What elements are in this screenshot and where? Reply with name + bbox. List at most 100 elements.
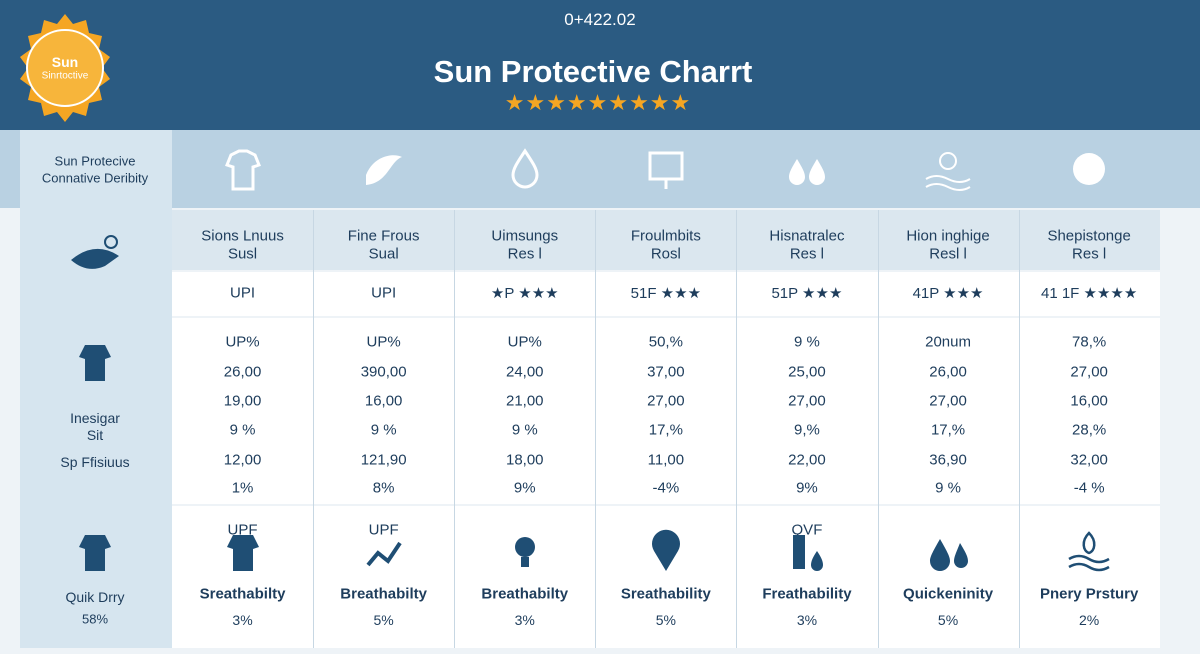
column-header: Rosl — [650, 245, 681, 263]
cell: 36,90 — [929, 451, 967, 469]
badge — [20, 14, 110, 122]
cell: -4% — [652, 479, 680, 497]
header-band — [0, 0, 1200, 130]
feature-label: Freathability — [762, 585, 852, 603]
cell: 18,00 — [505, 451, 544, 469]
feature-label: Breathabilty — [481, 585, 569, 603]
column-header: Res l — [507, 245, 542, 263]
column-divider — [1018, 210, 1020, 648]
rating: 41P ★★★ — [912, 285, 984, 302]
cell: 26,00 — [223, 363, 262, 381]
cell: 22,00 — [788, 451, 826, 469]
left-value: 58% — [81, 611, 109, 627]
left-label: Sp Ffisiuus — [60, 454, 130, 470]
rating: ★P ★★★ — [490, 285, 559, 302]
cell: 27,00 — [929, 392, 967, 410]
left-header: Sun Protecive — [54, 153, 136, 169]
icon — [79, 535, 111, 571]
stars: ★★★★★★★★★ — [504, 90, 692, 115]
table-header-band — [172, 210, 1160, 270]
cell: 26,00 — [929, 363, 967, 381]
icon — [71, 235, 119, 269]
feature-value: 3% — [796, 612, 818, 628]
column-header: Susl — [227, 245, 258, 263]
rating: 51F ★★★ — [630, 285, 702, 302]
cell: 11,00 — [647, 451, 685, 469]
icon — [651, 529, 680, 571]
column-header: Resl l — [929, 245, 967, 263]
cell: 78,% — [1072, 333, 1107, 351]
cell: 9 % — [229, 421, 256, 439]
cell: 19,00 — [223, 392, 262, 410]
icon — [930, 539, 969, 571]
cell: 20num — [925, 333, 971, 351]
cell: 9 % — [935, 479, 961, 497]
left-label: Quik Drry — [65, 589, 125, 605]
cell: 21,00 — [505, 392, 544, 410]
rating: 51P ★★★ — [771, 285, 843, 302]
cell: 27,00 — [1070, 363, 1108, 381]
icon-band — [0, 130, 1200, 208]
cell: 9% — [796, 479, 818, 497]
cell: 9,% — [794, 421, 820, 439]
cell: 16,00 — [364, 392, 403, 410]
icon-label: QVF — [791, 521, 823, 539]
icon — [648, 151, 684, 189]
column-header: Sual — [368, 245, 399, 263]
cell: UP% — [507, 333, 542, 351]
column-divider — [313, 210, 315, 648]
rating-band — [172, 272, 1160, 316]
cell: 9 % — [370, 421, 397, 439]
cell: 390,00 — [360, 363, 407, 381]
cell: 32,00 — [1070, 451, 1108, 469]
feature-label: Pnery Prstury — [1039, 585, 1139, 603]
column-header: Sions Lnuus — [201, 227, 284, 245]
cell: UP% — [225, 333, 260, 351]
data-band — [172, 318, 1160, 504]
feature-value: 3% — [514, 612, 535, 628]
title: Sun Protective Charrt — [433, 54, 753, 89]
badge-line: Sinrtoctive — [41, 70, 89, 82]
cell: 8% — [372, 479, 395, 497]
icon — [224, 149, 261, 191]
icon — [79, 345, 111, 381]
rating: UPI — [371, 284, 397, 302]
icon — [366, 541, 402, 567]
feature-label: Quickeninity — [903, 585, 994, 603]
feature-value: 2% — [1079, 612, 1100, 628]
cell: 24,00 — [505, 363, 544, 381]
icon — [1073, 153, 1106, 185]
cell: 25,00 — [788, 363, 826, 381]
feature-label: Sreathability — [620, 585, 711, 603]
column-header: Fine Frous — [347, 227, 420, 245]
icon — [514, 537, 535, 567]
column-divider — [595, 210, 597, 648]
column-header: Res l — [1072, 245, 1107, 263]
cell: 1% — [231, 479, 254, 497]
cell: 17,% — [930, 421, 966, 439]
rating: 41 1F ★★★★ — [1040, 285, 1138, 302]
column-divider — [736, 210, 738, 648]
column-divider — [454, 210, 456, 648]
cell: 28,% — [1072, 421, 1107, 439]
icon-label: UPF — [227, 521, 258, 539]
cell: 9 % — [794, 333, 820, 351]
cell: 9 % — [511, 421, 538, 439]
feature-label: Breathabilty — [340, 585, 427, 603]
left-label: Sit — [86, 427, 104, 443]
feature-label: Sreathabilty — [199, 585, 286, 603]
feature-value: 5% — [655, 612, 676, 628]
column-header: Shepistonge — [1047, 227, 1131, 245]
cell: 50,% — [648, 333, 683, 351]
icon — [511, 148, 539, 189]
feature-value: 3% — [232, 612, 253, 628]
column-header: Hion inghige — [906, 227, 990, 245]
cell: 27,00 — [788, 392, 826, 410]
feature-value: 5% — [373, 612, 394, 628]
date: 0+422.02 — [564, 10, 636, 29]
cell: 17,% — [648, 421, 683, 439]
icon — [792, 535, 823, 571]
icon — [788, 159, 825, 185]
column-header: Res l — [789, 245, 825, 263]
